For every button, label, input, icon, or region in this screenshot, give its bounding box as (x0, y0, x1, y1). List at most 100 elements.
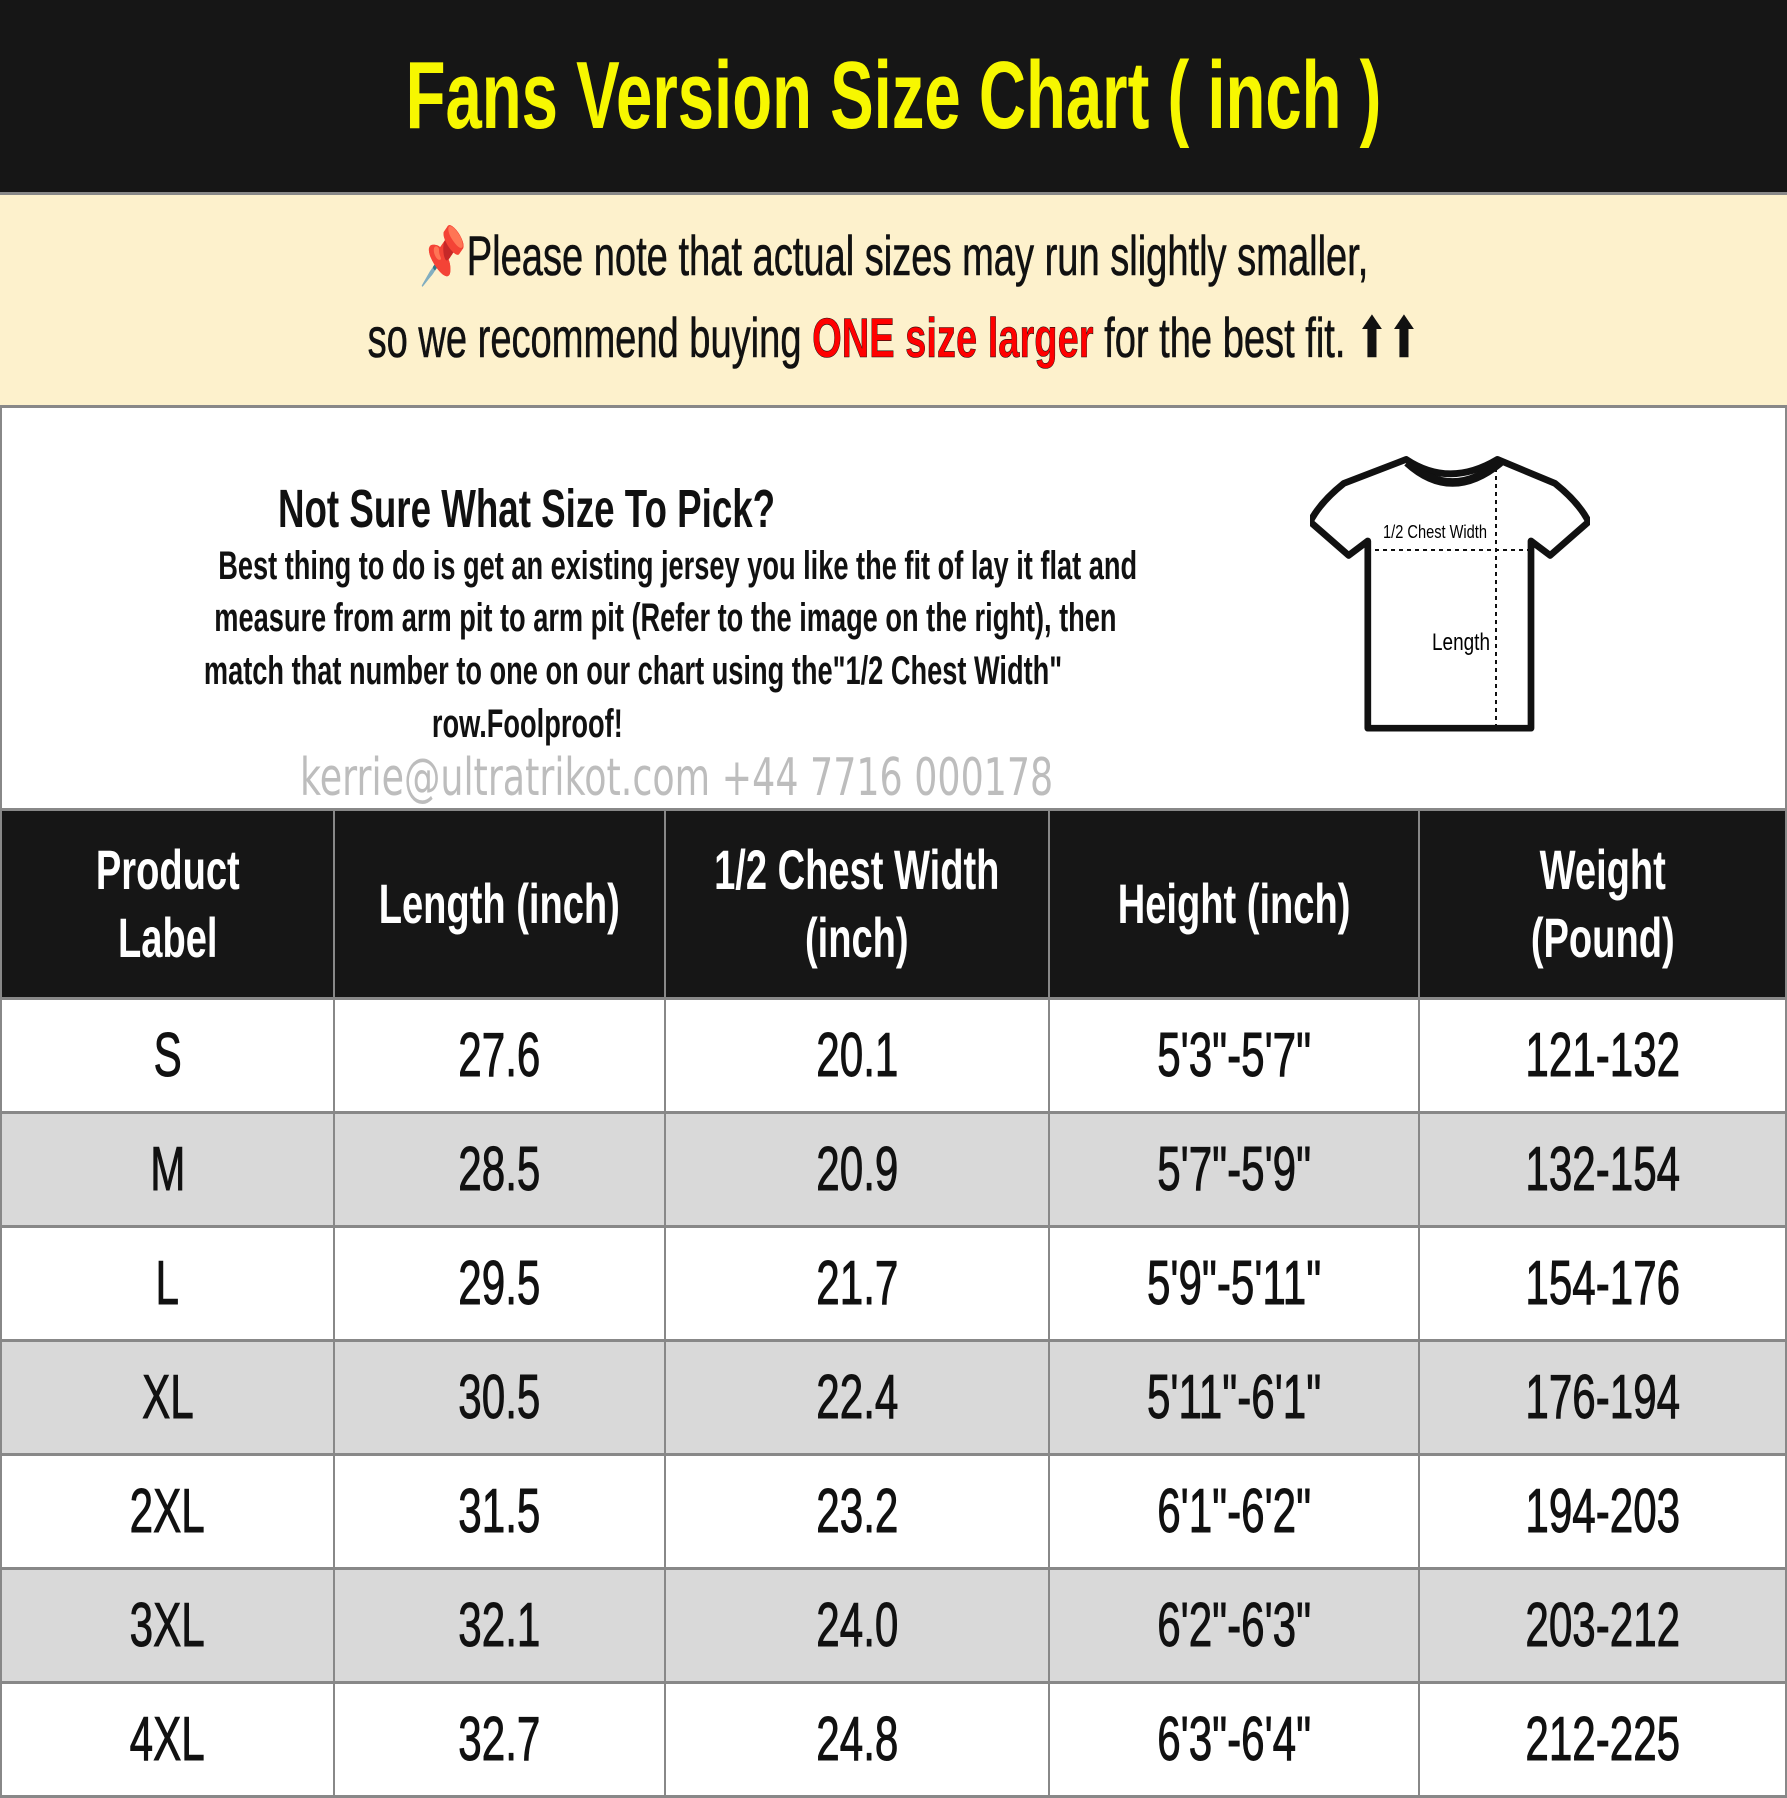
cell-value: XL (141, 1363, 194, 1433)
help-text: Best thing to do is get an existing jers… (218, 544, 1138, 588)
cell-value: 194-203 (1525, 1477, 1680, 1547)
column-header-text: 1/2 Chest Width (714, 838, 1000, 901)
size-help-section: Not Sure What Size To Pick? Best thing t… (0, 408, 1787, 808)
cell-value: 24.8 (815, 1705, 899, 1775)
table-cell: 32.1 (333, 1570, 664, 1681)
table-cell: 20.1 (664, 1000, 1048, 1111)
table-cell: 28.5 (333, 1114, 664, 1225)
cell-value: 5'3"-5'7" (1157, 1021, 1312, 1091)
chest-label: 1/2 Chest Width (1383, 522, 1487, 542)
cell-value: M (149, 1135, 186, 1205)
table-row: 3XL 32.1 24.0 6'2"-6'3" 203-212 (0, 1570, 1787, 1684)
cell-value: 31.5 (458, 1477, 541, 1547)
table-row: S 27.6 20.1 5'3"-5'7" 121-132 (0, 1000, 1787, 1114)
table-cell: 6'2"-6'3" (1048, 1570, 1418, 1681)
column-header: Product Label (0, 811, 333, 997)
table-cell: 24.0 (664, 1570, 1048, 1681)
help-text: match that number to one on our chart us… (203, 649, 1063, 693)
table-cell: 5'3"-5'7" (1048, 1000, 1418, 1111)
tshirt-outline (1310, 456, 1590, 732)
table-row: M 28.5 20.9 5'7"-5'9" 132-154 (0, 1114, 1787, 1228)
help-text: row.Foolproof! (431, 702, 623, 746)
cell-value: 29.5 (458, 1249, 541, 1319)
table-cell: L (0, 1228, 333, 1339)
length-label: Length (1432, 629, 1490, 656)
table-cell: 20.9 (664, 1114, 1048, 1225)
table-row: L 29.5 21.7 5'9"-5'11" 154-176 (0, 1228, 1787, 1342)
column-header-text: Product (95, 838, 240, 901)
column-header: Height (inch) (1048, 811, 1418, 997)
cell-value: 28.5 (458, 1135, 541, 1205)
table-cell: 3XL (0, 1570, 333, 1681)
cell-value: 3XL (129, 1591, 206, 1661)
cell-value: 22.4 (815, 1363, 899, 1433)
table-cell: 121-132 (1418, 1000, 1787, 1111)
cell-value: 20.1 (815, 1021, 899, 1091)
cell-value: 24.0 (815, 1591, 899, 1661)
table-row: XL 30.5 22.4 5'11"-6'1" 176-194 (0, 1342, 1787, 1456)
column-header-text: (inch) (805, 906, 909, 969)
cell-value: 154-176 (1525, 1249, 1680, 1319)
column-header-text: Label (117, 906, 218, 969)
table-cell: 176-194 (1418, 1342, 1787, 1453)
cell-value: 6'1"-6'2" (1157, 1477, 1312, 1547)
size-table: Product Label Length (inch) 1/2 Chest Width… (0, 808, 1787, 1798)
cell-value: 176-194 (1525, 1363, 1680, 1433)
column-header: Weight (Pound) (1418, 811, 1787, 997)
column-header-text: Weight (1539, 838, 1666, 901)
table-cell: 21.7 (664, 1228, 1048, 1339)
pushpin-icon: 📌 (418, 224, 467, 288)
cell-value: L (155, 1249, 180, 1319)
cell-value: 21.7 (815, 1249, 899, 1319)
column-header: 1/2 Chest Width (inch) (664, 811, 1048, 997)
table-row: 2XL 31.5 23.2 6'1"-6'2" 194-203 (0, 1456, 1787, 1570)
table-row: 4XL 32.7 24.8 6'3"-6'4" 212-225 (0, 1684, 1787, 1798)
column-header-text: Length (inch) (378, 872, 621, 935)
table-cell: 24.8 (664, 1684, 1048, 1795)
table-cell: 4XL (0, 1684, 333, 1795)
tshirt-collar (1404, 458, 1504, 487)
cell-value: 5'7"-5'9" (1157, 1135, 1312, 1205)
table-cell: 212-225 (1418, 1684, 1787, 1795)
sizing-note: 📌Please note that actual sizes may run s… (0, 192, 1787, 408)
cell-value: 132-154 (1525, 1135, 1680, 1205)
table-cell: M (0, 1114, 333, 1225)
cell-value: 2XL (129, 1477, 206, 1547)
note-line-1: 📌Please note that actual sizes may run s… (418, 224, 1369, 288)
watermark: kerrie@ultratrikot.com +44 7716 000178 (300, 748, 1054, 808)
cell-value: 6'3"-6'4" (1157, 1705, 1312, 1775)
cell-value: 4XL (129, 1705, 206, 1775)
table-cell: 29.5 (333, 1228, 664, 1339)
column-header-text: Height (inch) (1117, 872, 1351, 935)
cell-value: 20.9 (815, 1135, 899, 1205)
column-header-text: (Pound) (1530, 906, 1675, 969)
help-heading: Not Sure What Size To Pick? (278, 479, 776, 539)
table-cell: XL (0, 1342, 333, 1453)
note-line-2: so we recommend buying ONE size larger f… (367, 306, 1420, 370)
cell-value: 212-225 (1525, 1705, 1680, 1775)
table-cell: 23.2 (664, 1456, 1048, 1567)
up-arrow-icon: ⬆⬆ (1355, 306, 1420, 370)
table-cell: 5'11"-6'1" (1048, 1342, 1418, 1453)
help-text: measure from arm pit to arm pit (Refer t… (214, 596, 1117, 640)
cell-value: 121-132 (1525, 1021, 1680, 1091)
table-cell: 154-176 (1418, 1228, 1787, 1339)
table-cell: 22.4 (664, 1342, 1048, 1453)
cell-value: 203-212 (1525, 1591, 1680, 1661)
table-cell: 6'3"-6'4" (1048, 1684, 1418, 1795)
table-header-row: Product Label Length (inch) 1/2 Chest Width… (0, 808, 1787, 1000)
table-cell: 32.7 (333, 1684, 664, 1795)
table-cell: 30.5 (333, 1342, 664, 1453)
table-cell: 27.6 (333, 1000, 664, 1111)
cell-value: 5'9"-5'11" (1146, 1249, 1322, 1319)
cell-value: 30.5 (458, 1363, 541, 1433)
cell-value: 23.2 (815, 1477, 899, 1547)
table-cell: 132-154 (1418, 1114, 1787, 1225)
table-cell: 5'7"-5'9" (1048, 1114, 1418, 1225)
page-title: Fans Version Size Chart ( inch ) (405, 42, 1382, 149)
cell-value: 32.1 (458, 1591, 541, 1661)
cell-value: S (153, 1021, 182, 1091)
table-cell: 31.5 (333, 1456, 664, 1567)
table-cell: 6'1"-6'2" (1048, 1456, 1418, 1567)
table-cell: 194-203 (1418, 1456, 1787, 1567)
